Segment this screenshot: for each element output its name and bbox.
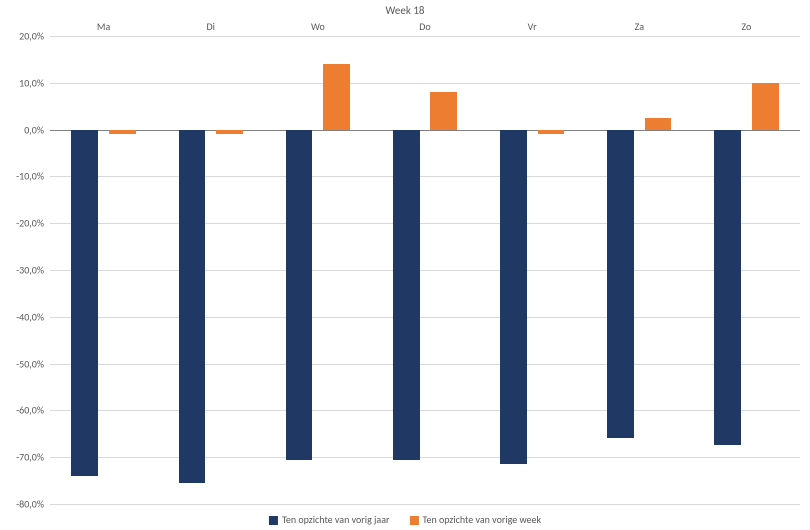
legend-item: Ten opzichte van vorig jaar <box>269 513 390 526</box>
y-axis-label: -20,0% <box>0 217 44 230</box>
legend-label: Ten opzichte van vorige week <box>423 513 542 526</box>
week-chart: Week 18 Ten opzichte van vorig jaarTen o… <box>0 0 810 530</box>
grid-line <box>50 83 800 84</box>
chart-title: Week 18 <box>386 4 425 17</box>
grid-line <box>50 504 800 505</box>
plot-area <box>50 36 800 504</box>
bar-series0 <box>71 130 98 476</box>
x-axis-label: Za <box>635 20 644 33</box>
x-axis-label: Vr <box>528 20 537 33</box>
grid-line <box>50 223 800 224</box>
grid-line <box>50 130 800 131</box>
grid-line <box>50 270 800 271</box>
y-axis-label: 10,0% <box>0 76 44 89</box>
y-axis-label: -50,0% <box>0 357 44 370</box>
y-axis-label: -80,0% <box>0 498 44 511</box>
x-axis-label: Do <box>419 20 430 33</box>
y-axis-label: 0,0% <box>0 123 44 136</box>
bar-series1 <box>109 130 136 135</box>
grid-line <box>50 364 800 365</box>
bar-series0 <box>500 130 527 465</box>
grid-line <box>50 36 800 37</box>
x-axis-label: Ma <box>97 20 110 33</box>
bar-series0 <box>393 130 420 460</box>
grid-line <box>50 317 800 318</box>
y-axis-label: -40,0% <box>0 310 44 323</box>
bar-series1 <box>216 130 243 135</box>
x-axis-label: Wo <box>311 20 325 33</box>
y-axis-label: -10,0% <box>0 170 44 183</box>
bar-series1 <box>645 118 672 130</box>
grid-line <box>50 176 800 177</box>
bar-series1 <box>323 64 350 130</box>
legend-swatch <box>269 516 278 525</box>
y-axis-label: -70,0% <box>0 451 44 464</box>
legend-label: Ten opzichte van vorig jaar <box>282 513 390 526</box>
bar-series0 <box>714 130 741 446</box>
bar-series0 <box>286 130 313 460</box>
bar-series1 <box>430 92 457 129</box>
grid-line <box>50 410 800 411</box>
x-axis-label: Zo <box>742 20 752 33</box>
grid-line <box>50 457 800 458</box>
bar-series1 <box>752 83 779 130</box>
x-axis-label: Di <box>206 20 214 33</box>
y-axis-label: -30,0% <box>0 264 44 277</box>
bar-series1 <box>538 130 565 135</box>
bar-series0 <box>179 130 206 483</box>
legend-swatch <box>410 516 419 525</box>
y-axis-label: 20,0% <box>0 30 44 43</box>
legend-item: Ten opzichte van vorige week <box>410 513 542 526</box>
bar-series0 <box>607 130 634 439</box>
legend: Ten opzichte van vorig jaar Ten opzichte … <box>259 512 551 526</box>
y-axis-label: -60,0% <box>0 404 44 417</box>
